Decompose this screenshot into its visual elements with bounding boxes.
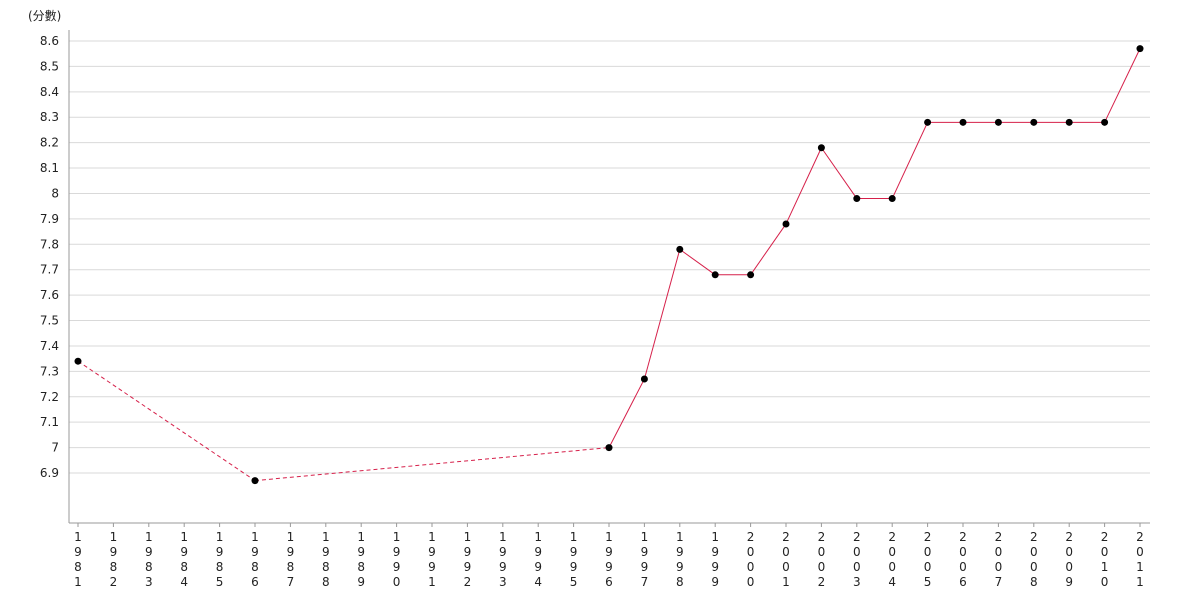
data-point [747, 271, 755, 279]
y-tick-label: 8.3 [40, 110, 59, 124]
y-tick-label: 8.1 [40, 161, 59, 175]
y-tick-label: 7.4 [40, 339, 59, 353]
data-point [251, 477, 259, 485]
data-point [1136, 45, 1144, 53]
y-tick-label: 7.3 [40, 364, 59, 378]
y-tick-label: 8.5 [40, 59, 59, 73]
series-points [74, 45, 1144, 485]
grid-lines [69, 40, 1150, 474]
y-tick-label: 7 [51, 441, 59, 455]
y-tick-label: 6.9 [40, 466, 59, 480]
data-point [853, 195, 861, 203]
data-point [676, 245, 684, 253]
series-line-segment [820, 147, 858, 199]
y-tick-label: 8.6 [40, 34, 59, 48]
series-line-segment [1104, 48, 1141, 123]
series-line-segment [785, 147, 822, 225]
y-tick-label: 7.9 [40, 212, 59, 226]
y-tick-label: 8.2 [40, 136, 59, 150]
data-point [1101, 118, 1109, 126]
data-point [817, 144, 825, 152]
data-point [782, 220, 790, 228]
data-point [711, 271, 719, 279]
series-line-segment [254, 447, 610, 482]
y-tick-label: 7.5 [40, 314, 59, 328]
y-tick-label: 8.4 [40, 85, 59, 99]
data-point [888, 195, 896, 203]
y-tick-label: 8 [51, 186, 59, 200]
series-line-segment [77, 360, 256, 482]
data-point [1030, 118, 1038, 126]
y-tick-label: 7.2 [40, 390, 59, 404]
series-line-segment [750, 223, 787, 276]
series-lines [77, 48, 1141, 482]
data-point [959, 118, 967, 126]
data-point [924, 118, 932, 126]
y-tick-label: 7.8 [40, 237, 59, 251]
y-tick-label: 7.7 [40, 263, 59, 277]
data-point [605, 444, 613, 452]
series-line-segment [679, 248, 716, 276]
y-axis-label: (分數) [28, 9, 61, 23]
data-point [74, 357, 82, 365]
y-axis-ticks: 6.9 7 7.1 7.2 7.3 7.4 7.5 7.6 7.7 7.8 7.9 8 8.1 8.2 8.… [40, 34, 59, 480]
series-line-segment [643, 249, 681, 380]
data-point [994, 118, 1002, 126]
data-point [640, 375, 648, 383]
y-tick-label: 7.6 [40, 288, 59, 302]
y-tick-label: 7.1 [40, 415, 59, 429]
series-line-segment [891, 122, 929, 199]
series-line-segment [608, 378, 645, 448]
x-axis-ticks: 1 9 8 1 1 9 8 2 1 9 8 3 1 9 8 4 1 9 8 5 1 9 8 6 1 9 8 7 1 9 8 8 1 9 8 9 1 9 9 0… [74, 523, 1144, 589]
data-point [1065, 118, 1073, 126]
